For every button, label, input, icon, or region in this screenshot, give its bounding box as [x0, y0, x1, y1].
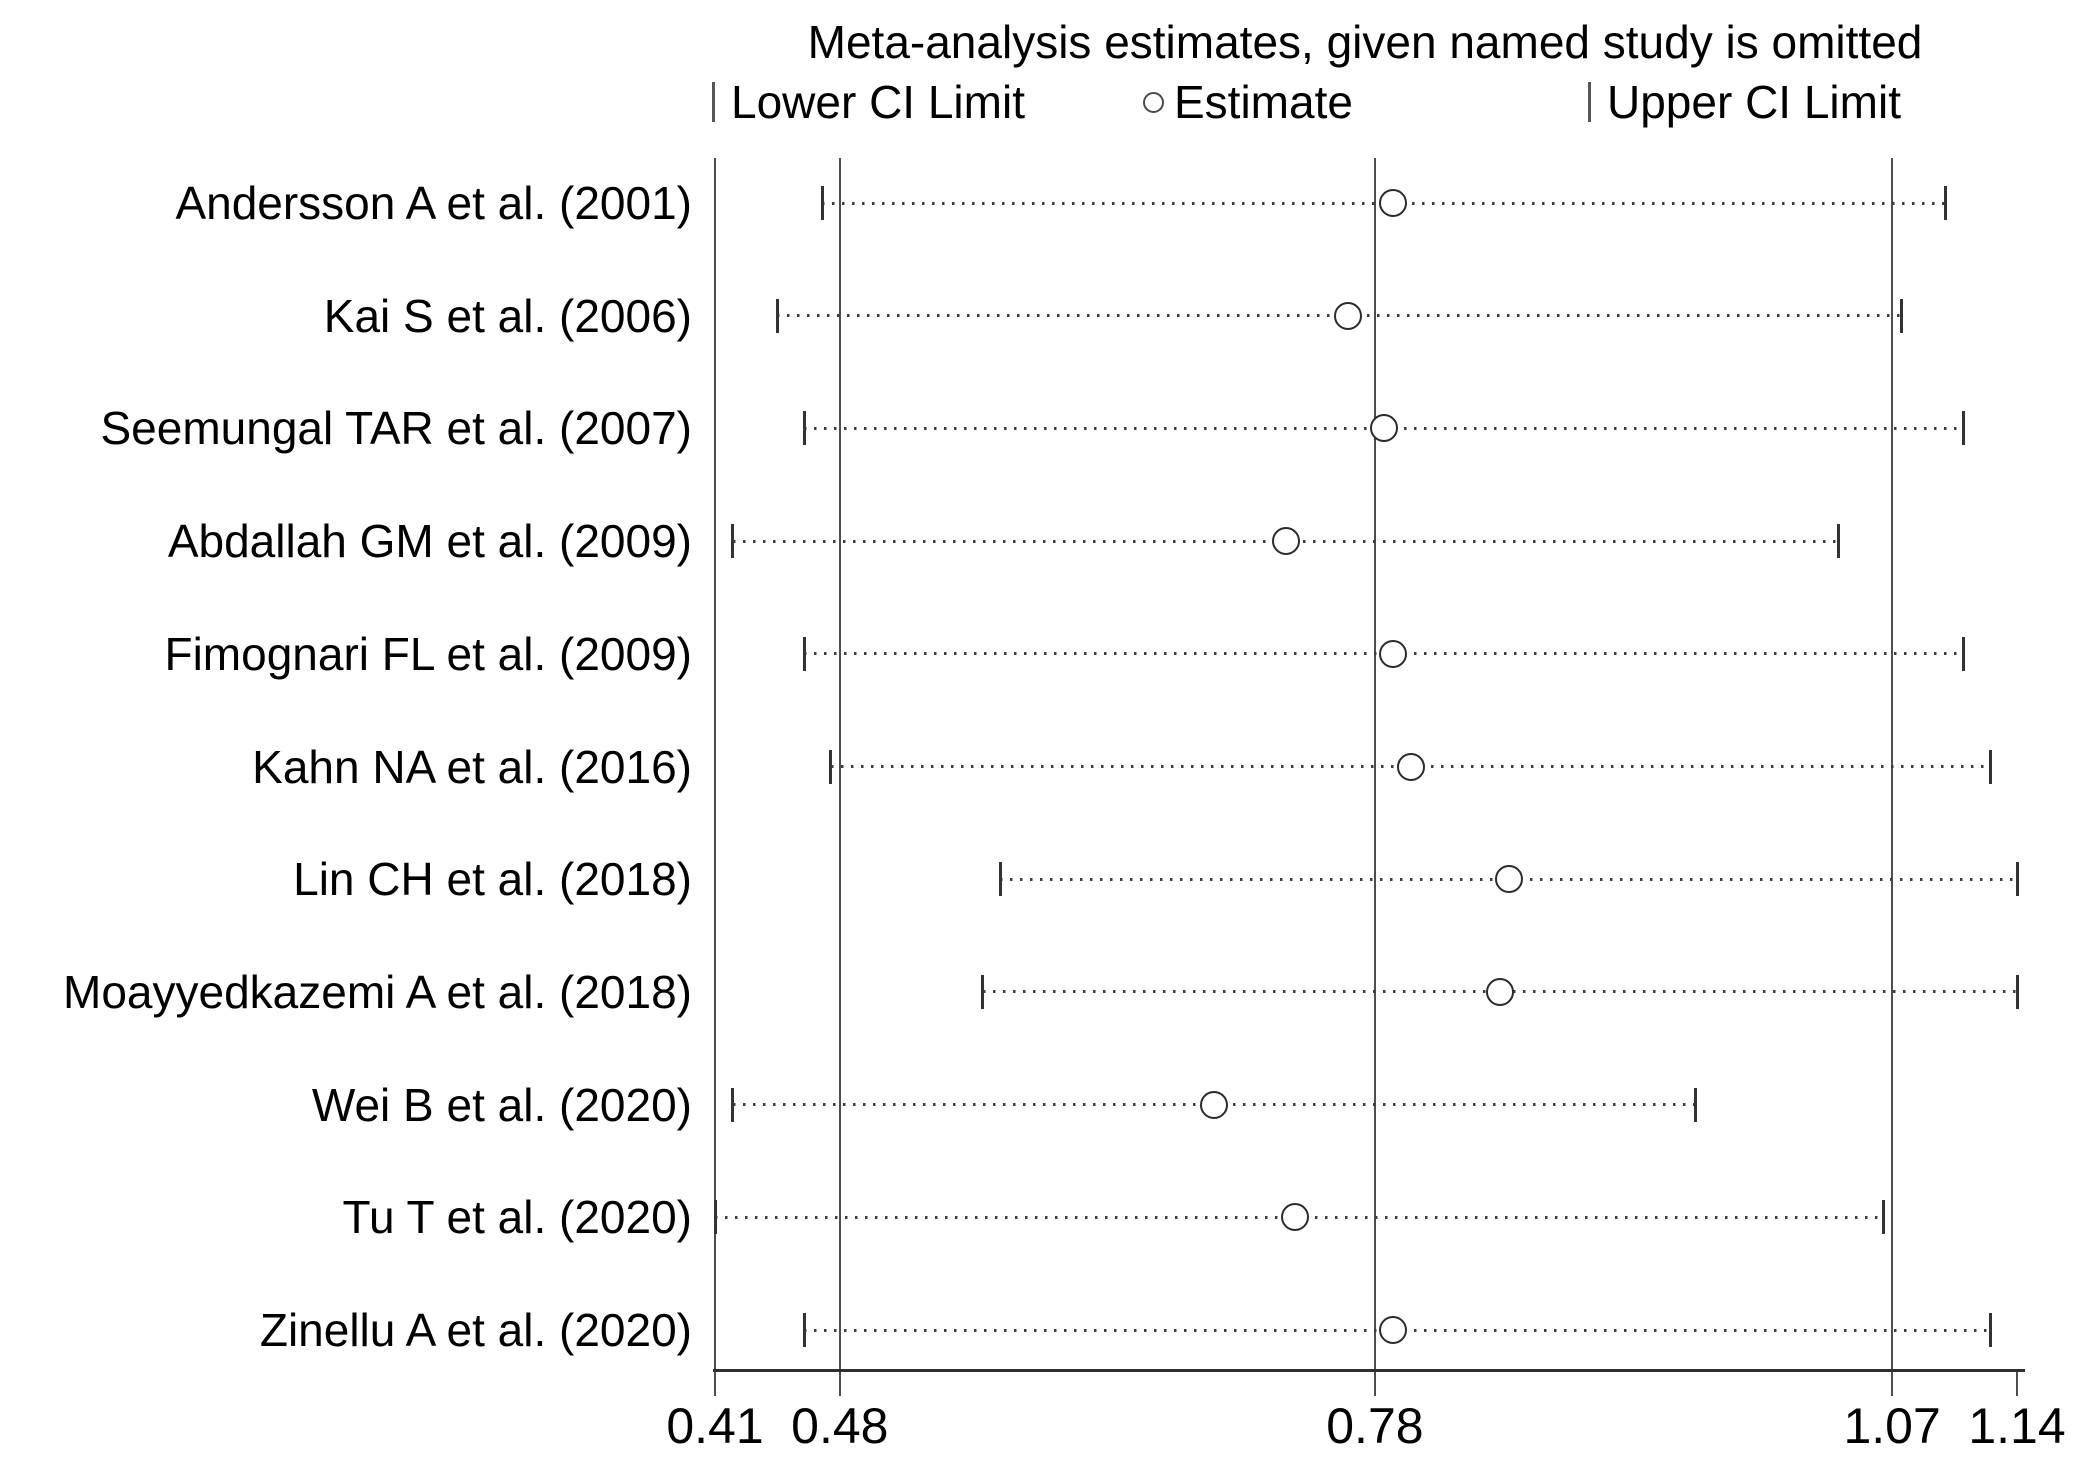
estimate-marker	[1494, 865, 1523, 894]
upper-ci-cap	[2015, 862, 2019, 897]
reference-line	[1373, 158, 1376, 1371]
lower-ci-cap	[820, 186, 824, 220]
lower-ci-cap	[713, 1200, 717, 1235]
estimate-marker	[1334, 301, 1363, 330]
upper-ci-cap	[2015, 974, 2019, 1009]
study-label: Wei B et al. (2020)	[311, 1078, 692, 1131]
lower-ci-cap	[981, 974, 985, 1009]
lower-ci-cap	[731, 524, 735, 559]
x-axis-tick	[1891, 1372, 1894, 1396]
lower-ci-tick-icon	[712, 82, 715, 122]
estimate-marker	[1200, 1090, 1229, 1119]
study-label: Lin CH et al. (2018)	[293, 853, 692, 906]
upper-ci-cap	[1988, 749, 1992, 784]
estimate-marker	[1378, 639, 1407, 668]
estimate-marker	[1396, 752, 1425, 781]
study-label: Fimognari FL et al. (2009)	[164, 627, 692, 680]
x-axis-tick-label: 1.14	[1968, 1398, 2066, 1454]
estimate-marker	[1280, 1203, 1309, 1232]
figure-title: Meta-analysis estimates, given named stu…	[807, 16, 1923, 68]
legend-estimate-label: Estimate	[1174, 76, 1353, 128]
upper-ci-cap	[1837, 524, 1841, 559]
legend-item-estimate: Estimate	[1143, 76, 1353, 128]
estimate-marker	[1378, 189, 1407, 217]
estimate-marker	[1485, 977, 1514, 1006]
study-label: Seemungal TAR et al. (2007)	[100, 402, 692, 455]
lower-ci-cap	[775, 298, 779, 333]
estimate-marker	[1271, 527, 1300, 556]
estimate-marker	[1369, 414, 1398, 443]
lower-ci-cap	[802, 1313, 806, 1347]
lower-ci-cap	[829, 749, 833, 784]
upper-ci-cap	[1988, 1313, 1992, 1347]
lower-ci-cap	[802, 636, 806, 671]
lower-ci-cap	[802, 411, 806, 446]
upper-ci-tick-icon	[1588, 82, 1591, 122]
study-label: Abdallah GM et al. (2009)	[167, 515, 692, 568]
estimate-marker	[1378, 1316, 1407, 1344]
study-label: Kahn NA et al. (2016)	[252, 740, 692, 793]
upper-ci-cap	[1961, 411, 1965, 446]
lower-ci-cap	[998, 862, 1002, 897]
study-label: Tu T et al. (2020)	[342, 1191, 692, 1244]
lower-ci-cap	[731, 1087, 735, 1122]
x-axis-tick	[2016, 1372, 2018, 1396]
upper-ci-cap	[1694, 1087, 1698, 1122]
x-axis-tick	[838, 1372, 841, 1396]
study-label: Zinellu A et al. (2020)	[259, 1304, 692, 1356]
reference-line	[714, 158, 716, 1371]
x-axis-tick-label: 0.41	[666, 1398, 764, 1454]
reference-line	[1891, 158, 1894, 1371]
x-axis-tick	[714, 1372, 716, 1396]
x-axis-tick	[1373, 1372, 1376, 1396]
legend-item-upper-ci: Upper CI Limit	[1588, 76, 1901, 128]
study-label: Kai S et al. (2006)	[323, 289, 692, 342]
x-axis-tick-label: 1.07	[1843, 1398, 1941, 1454]
upper-ci-cap	[1944, 186, 1948, 220]
study-label: Moayyedkazemi A et al. (2018)	[63, 965, 692, 1018]
x-axis-line	[713, 1369, 2025, 1372]
upper-ci-cap	[1899, 298, 1903, 333]
x-axis-tick-label: 0.78	[1326, 1398, 1424, 1454]
upper-ci-cap	[1961, 636, 1965, 671]
upper-ci-cap	[1881, 1200, 1885, 1235]
reference-line	[838, 158, 841, 1371]
study-label: Andersson A et al. (2001)	[175, 177, 692, 229]
legend-item-lower-ci: Lower CI Limit	[712, 76, 1025, 128]
estimate-circle-icon	[1143, 91, 1164, 113]
x-axis-tick-label: 0.48	[791, 1398, 889, 1454]
legend-lower-label: Lower CI Limit	[731, 76, 1025, 128]
legend-upper-label: Upper CI Limit	[1607, 76, 1901, 128]
